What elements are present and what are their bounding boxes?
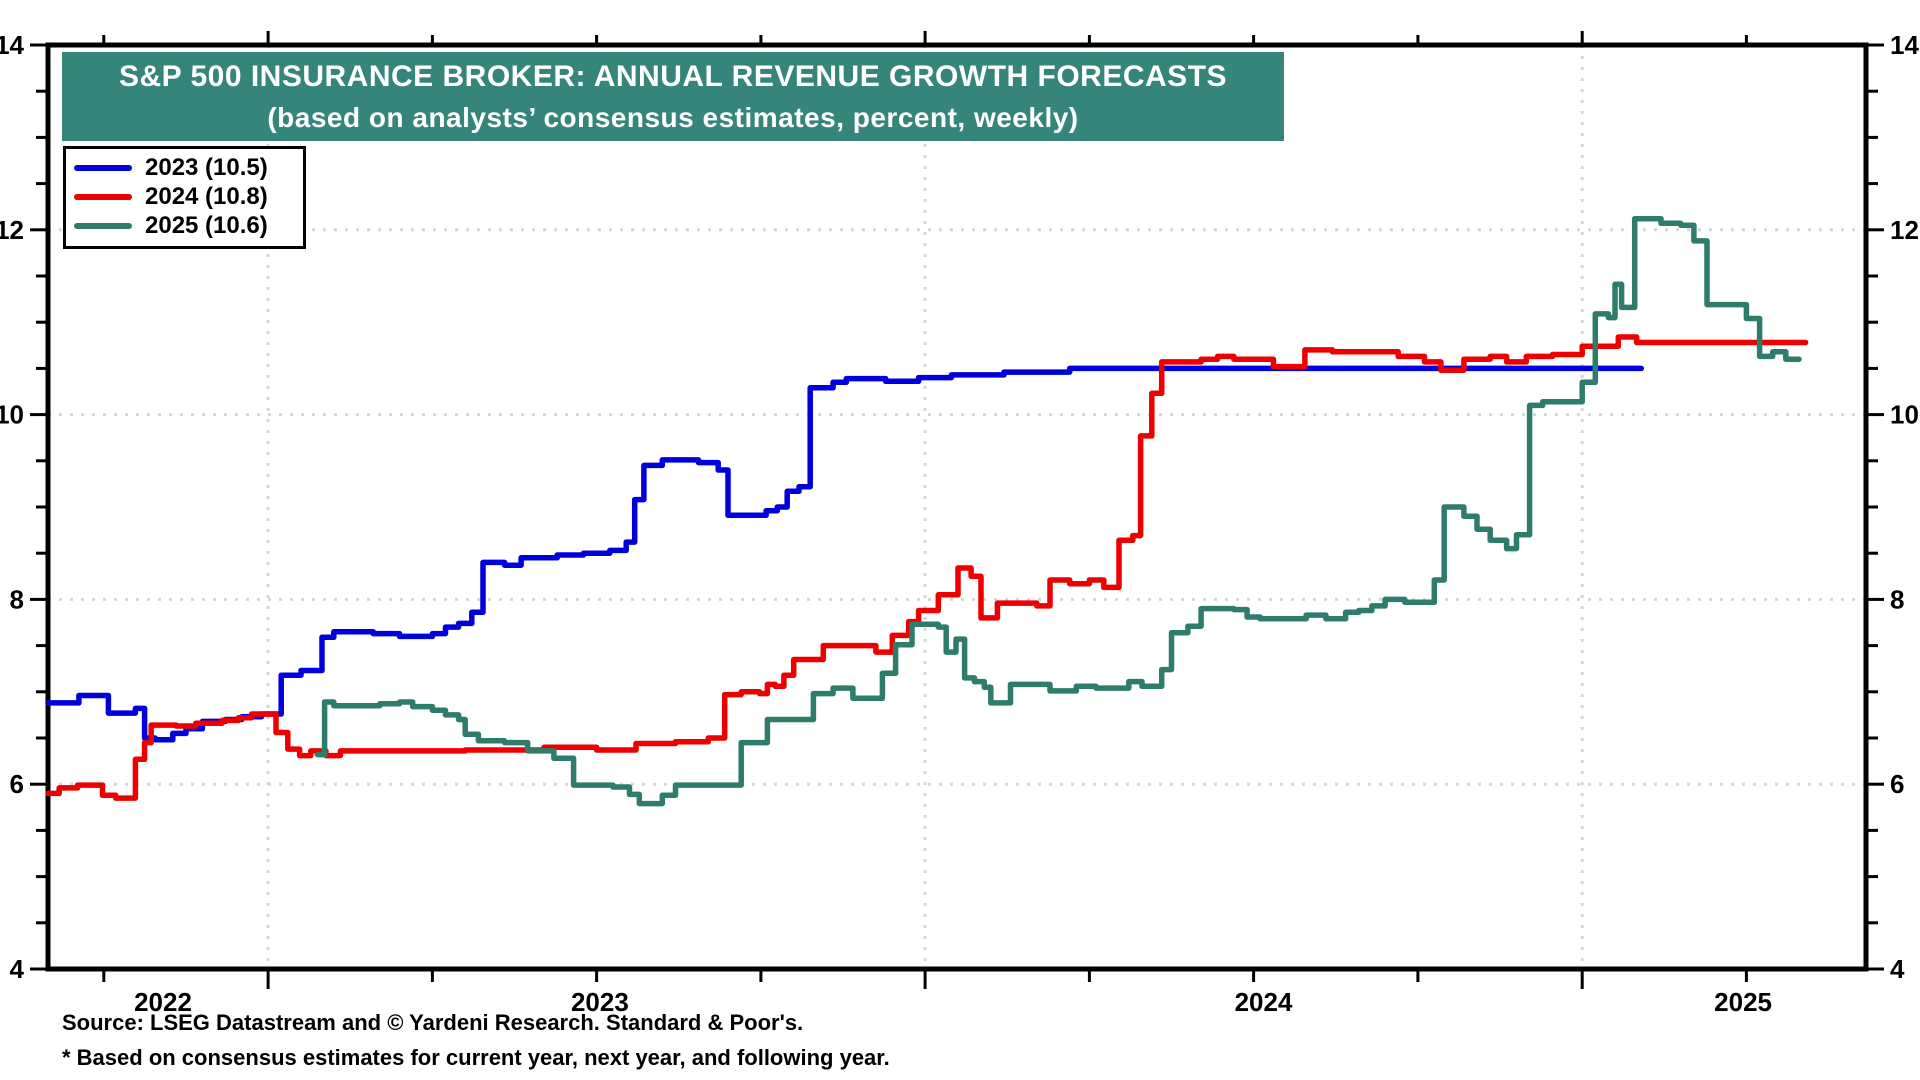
y-axis-label-right-10: 10 <box>1890 400 1919 430</box>
y-axis-label-left-10: 10 <box>0 400 24 430</box>
legend-swatch-2025 <box>74 222 132 229</box>
legend-label-2024: 2024 (10.8) <box>145 182 268 210</box>
legend-label-2023: 2023 (10.5) <box>145 153 268 181</box>
legend-item-2024: 2024 (10.8) <box>74 182 293 210</box>
legend-swatch-2023 <box>74 164 132 171</box>
footnote-line: * Based on consensus estimates for curre… <box>62 1045 890 1070</box>
chart-footer: Source: LSEG Datastream and © Yardeni Re… <box>62 1010 890 1071</box>
legend-item-2023: 2023 (10.5) <box>74 153 293 181</box>
x-axis-label-2022: 2022 <box>134 987 192 1017</box>
source-line: Source: LSEG Datastream and © Yardeni Re… <box>62 1010 804 1035</box>
y-axis-label-left-14: 14 <box>0 30 25 60</box>
y-axis-label-right-14: 14 <box>1890 30 1919 60</box>
x-axis-label-2024: 2024 <box>1235 987 1293 1017</box>
x-axis-label-2025: 2025 <box>1714 987 1772 1017</box>
x-axis-label-2023: 2023 <box>571 987 629 1017</box>
legend-swatch-2024 <box>74 193 132 200</box>
y-axis-label-right-12: 12 <box>1890 215 1919 245</box>
chart-title: S&P 500 INSURANCE BROKER: ANNUAL REVENUE… <box>118 59 1228 93</box>
y-axis-label-left-12: 12 <box>0 215 24 245</box>
legend-item-2025: 2025 (10.6) <box>74 211 293 239</box>
series-2025-line <box>314 215 1802 807</box>
legend-box: 2023 (10.5) 2024 (10.8) 2025 (10.6) <box>63 146 306 249</box>
legend-label-2025: 2025 (10.6) <box>145 211 268 239</box>
y-axis-label-right-4: 4 <box>1890 954 1905 984</box>
title-banner: S&P 500 INSURANCE BROKER: ANNUAL REVENUE… <box>62 52 1284 141</box>
chart-subtitle: (based on analysts’ consensus estimates,… <box>267 101 1079 133</box>
y-axis-label-right-8: 8 <box>1890 584 1904 614</box>
series-2024-line <box>45 334 1809 801</box>
y-axis-label-left-6: 6 <box>10 769 24 799</box>
plot-border <box>45 42 1869 972</box>
series-2023-line <box>45 365 1645 743</box>
y-axis-label-left-8: 8 <box>10 584 24 614</box>
y-axis-label-left-4: 4 <box>10 954 25 984</box>
y-axis-label-right-6: 6 <box>1890 769 1904 799</box>
